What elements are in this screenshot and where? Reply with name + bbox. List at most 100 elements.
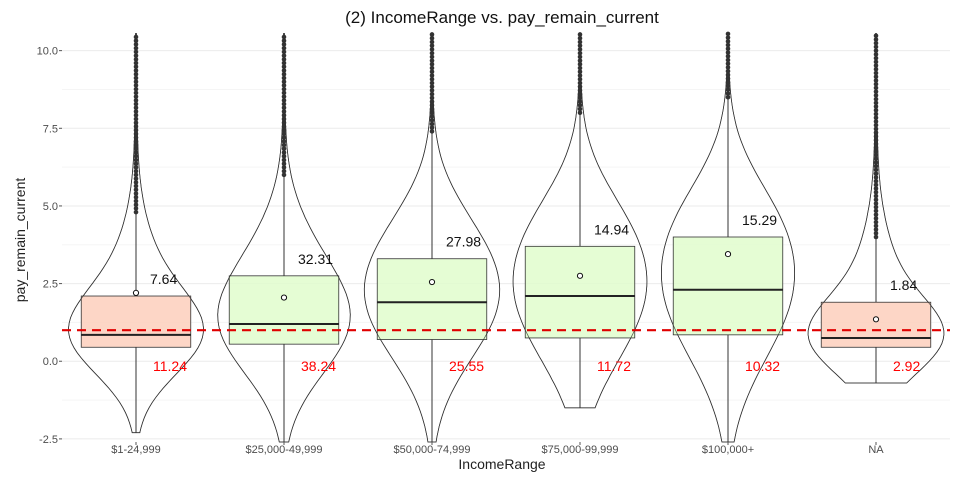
outlier-point [873, 182, 879, 188]
x-tick-label: NA [868, 444, 884, 456]
outlier-point [725, 94, 731, 100]
outlier-point [281, 68, 287, 73]
outlier-point [281, 168, 287, 174]
pct-label: 38.24 [301, 358, 336, 374]
outlier-point [133, 187, 139, 193]
outlier-point [429, 54, 435, 60]
pct-label: 25.55 [449, 358, 484, 374]
outlier-point [133, 83, 139, 88]
outlier-point [873, 81, 879, 87]
outlier-point [577, 54, 583, 60]
outlier-point [281, 79, 287, 84]
outlier-point [429, 73, 435, 78]
outlier-point [133, 42, 139, 47]
outlier-point [133, 34, 139, 40]
outlier-point [281, 146, 287, 152]
violin-outline [68, 33, 204, 434]
x-tick-label: $75,000-99,999 [541, 444, 618, 456]
outlier-point [873, 189, 879, 195]
outlier-point [133, 60, 139, 66]
mean-label: 1.84 [890, 277, 917, 293]
outlier-point [873, 78, 879, 83]
outlier-point [873, 89, 879, 94]
outlier-point [133, 202, 139, 207]
outlier-point [429, 125, 435, 130]
outlier-point [577, 103, 583, 108]
outlier-point [873, 171, 879, 176]
y-tick-label: 0.0 [43, 356, 58, 368]
violin-outline [363, 33, 501, 443]
y-tick-label: 2.5 [43, 279, 58, 291]
outlier-point [133, 38, 139, 43]
pct-label: 2.92 [893, 358, 920, 374]
outlier-point [429, 121, 435, 127]
outlier-point [133, 90, 139, 96]
pct-label: 11.72 [597, 358, 631, 374]
violin-outline [807, 33, 945, 384]
outlier-point [873, 175, 879, 180]
outlier-point [133, 98, 139, 103]
outlier-point [281, 75, 287, 81]
outlier-point [281, 38, 287, 43]
violin-outline [661, 33, 795, 443]
box-iqr [820, 301, 932, 348]
outlier-point [281, 94, 287, 99]
outlier-point [133, 165, 139, 170]
violin-outline [217, 33, 351, 443]
outlier-point [725, 46, 731, 52]
y-tick-label: 7.5 [43, 123, 58, 135]
outlier-point [725, 87, 731, 93]
outlier-point [133, 45, 139, 51]
outlier-point [133, 142, 139, 148]
outlier-point [281, 142, 287, 148]
outlier-point [873, 152, 879, 158]
outlier-point [133, 206, 139, 211]
outlier-point [577, 99, 583, 104]
outlier-point [133, 153, 139, 159]
box-iqr [376, 258, 488, 340]
mean-label: 14.94 [594, 221, 629, 237]
outlier-point [873, 93, 879, 98]
outlier-point [133, 176, 139, 181]
outlier-point [873, 33, 879, 39]
box-iqr [228, 275, 340, 345]
outlier-point [873, 145, 879, 150]
outlier-point [281, 153, 287, 159]
outlier-point [725, 53, 731, 59]
outlier-point [133, 49, 139, 55]
outlier-point [577, 106, 583, 112]
outlier-point [133, 64, 139, 70]
outlier-point [725, 91, 731, 96]
outlier-point [873, 234, 879, 240]
outlier-point [873, 201, 879, 206]
x-tick-label: $25,000-49,999 [245, 444, 322, 456]
mean-point [280, 294, 288, 301]
outlier-point [429, 65, 435, 71]
outlier-point [577, 95, 583, 101]
outlier-point [725, 39, 731, 44]
outlier-point [281, 90, 287, 96]
outlier-point [429, 62, 435, 67]
y-axis-title: pay_remain_current [12, 178, 28, 303]
outlier-point [873, 63, 879, 68]
outlier-point [577, 35, 583, 41]
outlier-point [873, 208, 879, 214]
outlier-point [133, 150, 139, 155]
outlier-point [429, 114, 435, 119]
outlier-point [725, 83, 731, 89]
outlier-point [133, 180, 139, 185]
outlier-point [281, 161, 287, 166]
outlier-point [281, 139, 287, 144]
mean-label: 32.31 [298, 251, 333, 267]
outlier-point [133, 191, 139, 196]
outlier-point [281, 150, 287, 155]
annotation-layer: 7.64 11.24 32.31 38.24 27.98 25.55 14.94 11.72 1… [150, 212, 920, 374]
outlier-point [873, 141, 879, 147]
outlier-point [725, 57, 731, 63]
outlier-point [281, 42, 287, 47]
outlier-point [429, 35, 435, 41]
outlier-point [281, 172, 287, 178]
outlier-point [577, 47, 583, 52]
outlier-point [873, 230, 879, 236]
outlier-point [429, 76, 435, 82]
